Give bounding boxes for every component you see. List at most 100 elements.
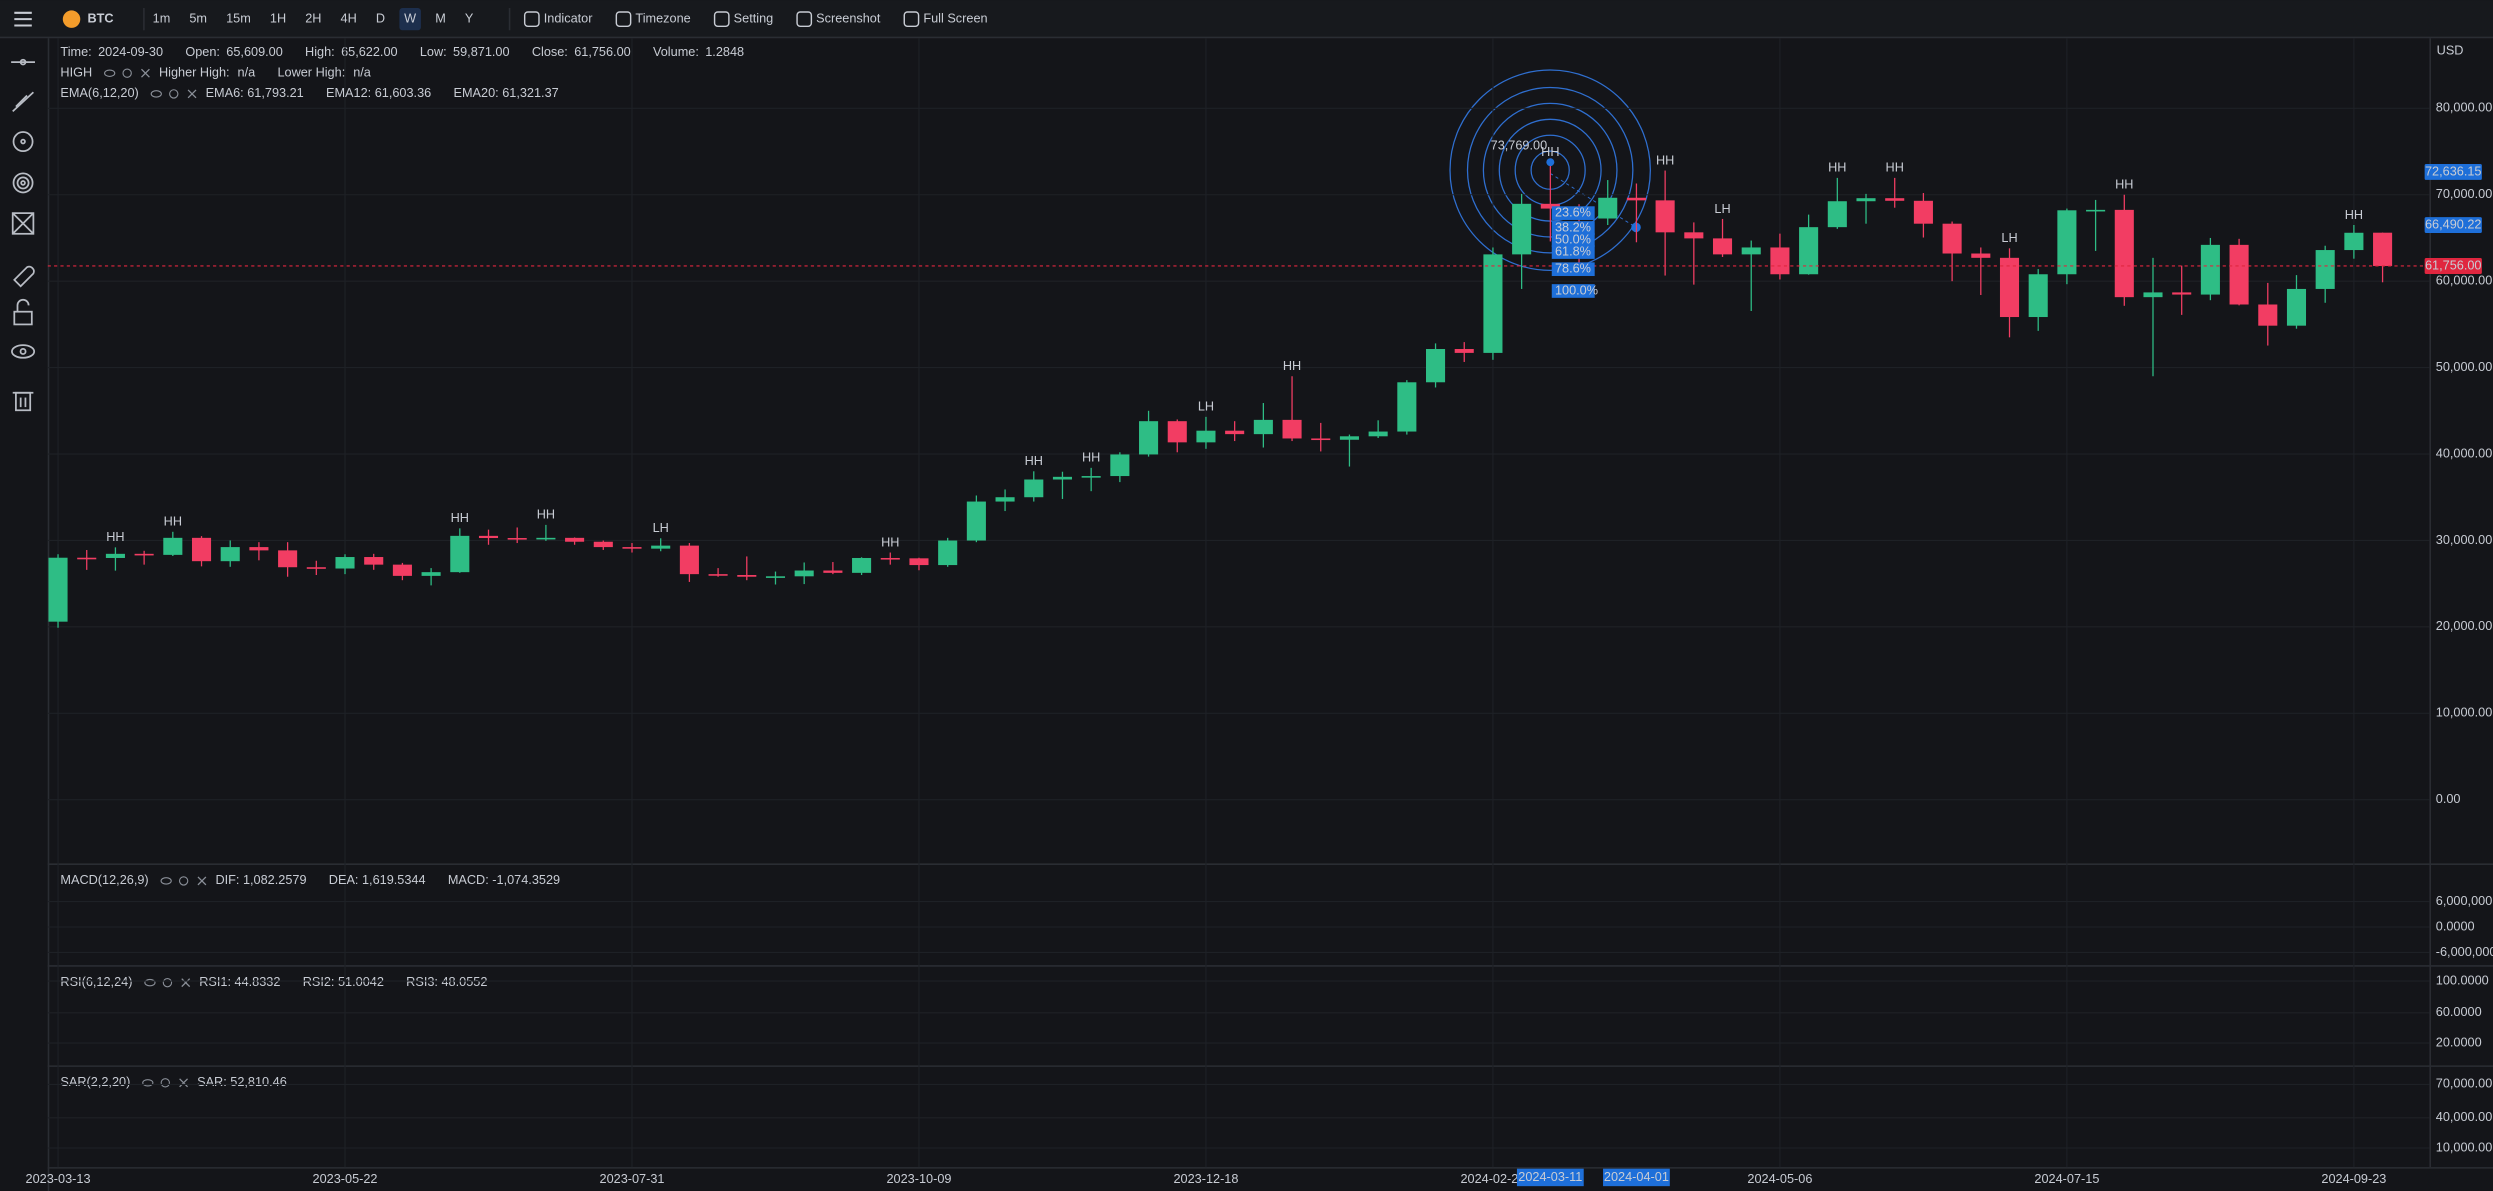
- remove-icon[interactable]: [181, 978, 191, 988]
- button-icon[interactable]: [796, 11, 813, 28]
- candle-body: [593, 541, 613, 548]
- line-tool[interactable]: [11, 58, 35, 66]
- candle-body: [1024, 479, 1044, 498]
- delete-tool[interactable]: [12, 391, 34, 412]
- remove-icon[interactable]: [141, 68, 150, 78]
- candle-body: [2143, 292, 2163, 298]
- settings-icon[interactable]: [160, 1078, 170, 1088]
- lock-tool[interactable]: [13, 298, 33, 326]
- pattern-tool[interactable]: [11, 212, 35, 235]
- interval-button[interactable]: D: [376, 11, 385, 26]
- candle-body: [48, 557, 68, 622]
- candle-body: [1971, 253, 1991, 258]
- candle-body: [1512, 203, 1532, 255]
- y-tick-label: 40,000.00: [2436, 445, 2493, 460]
- info-value: 2024-09-30: [98, 44, 163, 59]
- fib-level-label: 38.2%: [1555, 219, 1591, 234]
- info-label: Time:: [60, 44, 91, 59]
- candle-body: [1626, 197, 1646, 201]
- toolbar-button[interactable]: Setting: [734, 11, 774, 26]
- candle-body: [1684, 232, 1704, 239]
- panel-axis-label: 0.0000: [2436, 918, 2475, 933]
- magnet-tool[interactable]: [13, 265, 35, 288]
- button-icon[interactable]: [903, 11, 920, 28]
- interval-button[interactable]: Y: [465, 11, 474, 26]
- candle-body: [1426, 349, 1446, 383]
- candle-body: [220, 547, 240, 562]
- hide-icon[interactable]: [142, 1079, 154, 1087]
- pivot-label: HH: [106, 529, 124, 544]
- candle-body: [622, 547, 642, 549]
- pivot-label: HH: [2345, 207, 2363, 222]
- remove-icon[interactable]: [197, 876, 207, 886]
- interval-button[interactable]: 1m: [153, 11, 171, 26]
- button-icon[interactable]: [713, 11, 730, 28]
- crosshair-date: 2024-03-11: [1518, 1169, 1582, 1184]
- trend-tool[interactable]: [12, 91, 34, 113]
- settings-icon[interactable]: [169, 89, 179, 99]
- pivot-label: HH: [1082, 450, 1100, 465]
- coin-icon: [62, 10, 81, 28]
- interval-button[interactable]: 5m: [189, 11, 207, 26]
- candle-body: [2028, 274, 2048, 318]
- candle-body: [105, 553, 125, 558]
- candle-body: [2057, 210, 2077, 275]
- hide-icon[interactable]: [104, 69, 116, 77]
- pivot-label: HH: [881, 534, 899, 549]
- x-tick-label: 2023-05-22: [313, 1171, 378, 1186]
- interval-button[interactable]: 1H: [270, 11, 286, 26]
- candle-body: [995, 497, 1015, 502]
- candle-body: [507, 538, 527, 540]
- toolbar-button[interactable]: Indicator: [544, 11, 593, 26]
- chart-marks: HH HH HH HH LH HH HH HH LH HH HH HH LH HH HH LH HH HH: [48, 144, 2393, 628]
- remove-icon[interactable]: [187, 89, 197, 99]
- toolbar-button[interactable]: Timezone: [635, 11, 690, 26]
- fib-circle-tool[interactable]: [12, 172, 34, 194]
- interval-button[interactable]: 15m: [226, 11, 251, 26]
- hide-icon[interactable]: [150, 90, 162, 98]
- interval-button[interactable]: M: [435, 11, 446, 26]
- pivot-label: HH: [537, 507, 555, 522]
- interval-button[interactable]: 2H: [305, 11, 321, 26]
- button-icon[interactable]: [523, 11, 540, 28]
- candle-body: [1827, 201, 1847, 228]
- indicator-value: n/a: [238, 65, 257, 80]
- hide-icon[interactable]: [160, 877, 172, 885]
- candle-body: [852, 557, 872, 573]
- candle-body: [2373, 232, 2393, 266]
- circle-tool[interactable]: [12, 131, 34, 152]
- interval-button[interactable]: 4H: [341, 11, 357, 26]
- candle-body: [1225, 430, 1245, 435]
- toolbar-button[interactable]: Screenshot: [816, 11, 881, 26]
- settings-icon[interactable]: [162, 977, 173, 988]
- candle-body: [1999, 257, 2020, 318]
- hide-icon[interactable]: [144, 978, 156, 987]
- price-tag: [2424, 258, 2482, 274]
- visibility-tool[interactable]: [11, 344, 36, 359]
- panel-axis-label: 70,000.00: [2436, 1076, 2493, 1091]
- fib-level-bg: [1551, 245, 1595, 259]
- pivot-label: HH: [1828, 160, 1846, 175]
- settings-icon[interactable]: [178, 876, 189, 886]
- candle-body: [909, 558, 929, 566]
- fib-trend-line: [1549, 172, 1637, 228]
- candle-body: [1885, 198, 1905, 201]
- interval-button[interactable]: W: [404, 11, 416, 26]
- candle-body: [651, 545, 671, 549]
- pivot-label: LH: [1714, 201, 1730, 216]
- candle-body: [737, 575, 757, 577]
- x-tick-label: 2024-02-26: [1460, 1171, 1525, 1186]
- candle-body: [249, 547, 269, 551]
- candle-body: [823, 570, 843, 573]
- button-icon[interactable]: [615, 11, 632, 28]
- toolbar-button[interactable]: Full Screen: [923, 11, 987, 26]
- remove-icon[interactable]: [179, 1078, 189, 1088]
- candle-body: [1311, 438, 1331, 441]
- candle-body: [1253, 419, 1273, 435]
- candle-body: [880, 557, 900, 560]
- settings-icon[interactable]: [122, 68, 132, 78]
- x-tick-label: 2023-12-18: [1173, 1171, 1238, 1186]
- menu-button[interactable]: [14, 11, 32, 27]
- candle-body: [938, 540, 958, 566]
